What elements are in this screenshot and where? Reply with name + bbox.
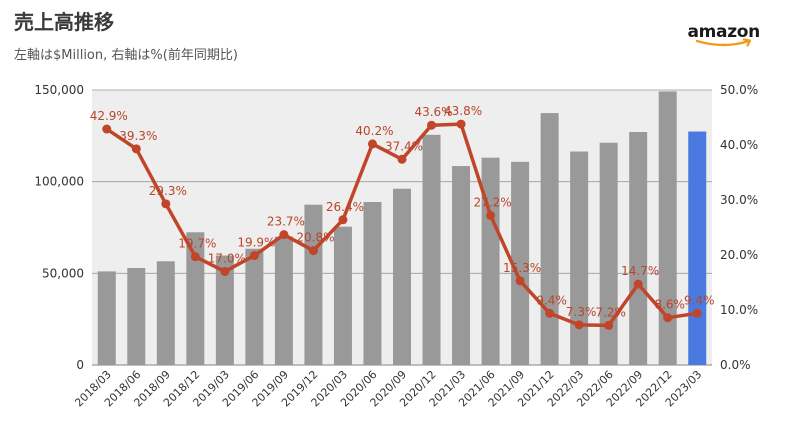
bar [570,151,589,365]
bar [452,166,471,365]
data-label: 43.6% [414,105,452,119]
data-label: 19.7% [178,237,216,251]
data-label: 42.9% [90,109,128,123]
line-point [397,154,407,164]
line-point [190,252,200,262]
data-label: 8.6% [654,298,685,312]
line-point [249,251,259,261]
bar [127,268,146,365]
data-label: 17.0% [208,252,246,266]
data-label: 29.3% [149,184,187,198]
line-point [308,246,318,256]
data-label: 9.4% [684,293,715,307]
data-label: 27.2% [474,195,512,209]
line-point [338,215,348,225]
data-label: 19.9% [237,236,275,250]
chart-title: 売上高推移 [14,10,114,34]
line-point [456,119,466,129]
y-right-tick-label: 30.0% [720,193,758,207]
bar [186,232,205,365]
line-point [161,199,171,209]
bar [97,271,116,365]
line-point [663,313,673,323]
data-label: 9.4% [536,293,567,307]
bar [599,142,618,365]
bar [481,157,500,365]
line-point [131,144,141,154]
bar [688,131,707,365]
y-right-tick-label: 0.0% [720,358,751,372]
data-label: 40.2% [355,124,393,138]
data-label: 26.4% [326,200,364,214]
y-right-tick-label: 10.0% [720,303,758,317]
y-right-tick-label: 40.0% [720,138,758,152]
line-point [279,230,289,240]
y-left-tick-label: 50,000 [42,266,84,280]
amazon-logo: amazon [687,22,760,48]
line-point [633,279,643,289]
bar [422,134,441,365]
bar [363,201,382,365]
line-point [545,308,555,318]
data-label: 7.3% [566,305,597,319]
data-label: 39.3% [119,129,157,143]
sales-chart: 0 50,000 100,000 150,000 0.0% 10.0% 20.0% 30.0%… [34,83,758,409]
y-left-tick-label: 0 [76,358,84,372]
data-label: 14.7% [621,264,659,278]
line-point [220,267,230,276]
data-label: 23.7% [267,215,305,229]
bar [304,204,323,365]
bar [274,236,293,365]
bar [333,226,352,365]
y-left-tick-label: 100,000 [34,175,84,189]
line-point [574,320,584,330]
bar [511,161,530,365]
line-point [486,210,496,220]
y-right-tick-label: 50.0% [720,83,758,97]
bar [393,188,411,365]
bar [156,261,175,365]
bar [215,255,234,365]
data-label: 20.8% [296,231,334,245]
chart-subtitle: 左軸は$Million, 右軸は%(前年同期比) [14,48,238,63]
y-left-tick-label: 150,000 [34,83,84,97]
smile-arrow-icon [695,38,751,47]
brand-wordmark: amazon [687,22,760,42]
line-point [692,308,702,318]
data-label: 43.8% [444,104,482,118]
data-label: 37.4% [385,139,423,153]
bar [629,131,648,365]
bar [658,91,677,365]
bar [540,113,559,365]
line-point [604,320,614,330]
line-point [427,120,437,130]
line-point [102,124,112,134]
chart-container: 0 50,000 100,000 150,000 0.0% 10.0% 20.0% 30.0%… [0,74,810,425]
bar [245,248,264,365]
data-label: 7.2% [595,305,626,319]
data-label: 15.3% [503,261,541,275]
line-point [367,139,377,149]
y-right-tick-label: 20.0% [720,248,758,262]
line-point [515,276,525,286]
